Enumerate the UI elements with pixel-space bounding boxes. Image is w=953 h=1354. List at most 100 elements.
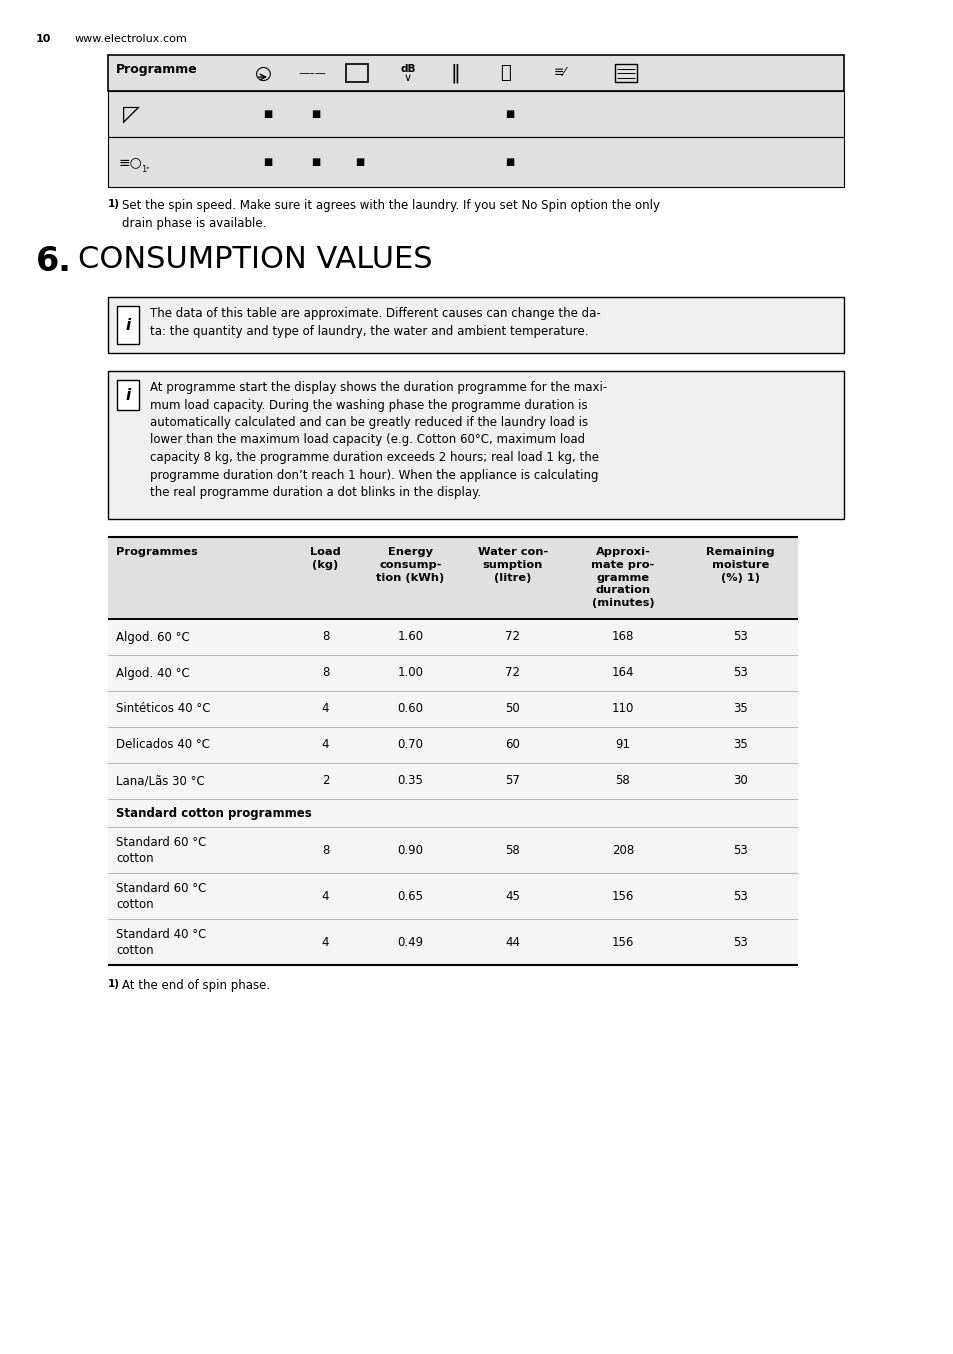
- Bar: [615, 64, 637, 83]
- Bar: [108, 91, 843, 137]
- Text: ■: ■: [311, 110, 320, 119]
- Text: Remaining
moisture
(%) 1): Remaining moisture (%) 1): [705, 547, 774, 582]
- Text: 0.35: 0.35: [397, 774, 423, 788]
- Text: 8: 8: [321, 631, 329, 643]
- Text: Standard 60 °C
cotton: Standard 60 °C cotton: [116, 881, 206, 910]
- Bar: [108, 919, 797, 965]
- Bar: [108, 873, 797, 919]
- Text: ‖: ‖: [450, 64, 459, 83]
- Text: ■: ■: [505, 110, 514, 119]
- Text: Lana/Lãs 30 °C: Lana/Lãs 30 °C: [116, 774, 205, 788]
- Text: 35: 35: [732, 738, 747, 751]
- Text: Algod. 60 °C: Algod. 60 °C: [116, 631, 190, 643]
- Text: 2: 2: [321, 774, 329, 788]
- Text: 168: 168: [611, 631, 634, 643]
- Text: 0.60: 0.60: [397, 703, 423, 715]
- Bar: [108, 827, 797, 873]
- Bar: [108, 691, 797, 727]
- Bar: [108, 619, 797, 655]
- Bar: [108, 799, 797, 827]
- Text: 60: 60: [505, 738, 520, 751]
- Text: —–—: —–—: [297, 68, 326, 79]
- Text: 4: 4: [321, 703, 329, 715]
- Text: 4: 4: [321, 738, 329, 751]
- Bar: [117, 380, 139, 410]
- Text: 6.: 6.: [36, 245, 71, 278]
- Bar: [108, 727, 797, 764]
- Text: 0.49: 0.49: [397, 936, 423, 949]
- Text: ■: ■: [355, 157, 364, 167]
- Text: 1): 1): [108, 979, 120, 988]
- Text: 58: 58: [615, 774, 630, 788]
- Text: 45: 45: [505, 890, 520, 903]
- Bar: [108, 538, 797, 619]
- Text: 164: 164: [611, 666, 634, 680]
- Text: dB: dB: [400, 64, 416, 74]
- Text: i: i: [125, 317, 131, 333]
- Bar: [108, 137, 843, 187]
- Text: 0.70: 0.70: [397, 738, 423, 751]
- Text: www.electrolux.com: www.electrolux.com: [75, 34, 188, 43]
- Text: 0.65: 0.65: [397, 890, 423, 903]
- Text: 1.00: 1.00: [397, 666, 423, 680]
- Text: Standard 60 °C
cotton: Standard 60 °C cotton: [116, 835, 206, 864]
- Text: At the end of spin phase.: At the end of spin phase.: [122, 979, 270, 992]
- Text: Approxi-
mate pro-
gramme
duration
(minutes): Approxi- mate pro- gramme duration (minu…: [591, 547, 654, 608]
- Text: 72: 72: [505, 631, 520, 643]
- Bar: [108, 297, 843, 353]
- Text: Sintéticos 40 °C: Sintéticos 40 °C: [116, 703, 211, 715]
- Text: Set the spin speed. Make sure it agrees with the laundry. If you set No Spin opt: Set the spin speed. Make sure it agrees …: [122, 199, 659, 230]
- Text: ⌛: ⌛: [500, 64, 511, 83]
- Text: Water con-
sumption
(litre): Water con- sumption (litre): [477, 547, 548, 582]
- Bar: [108, 371, 843, 519]
- Text: 156: 156: [611, 890, 634, 903]
- Text: 1): 1): [108, 199, 120, 209]
- Text: 30: 30: [732, 774, 747, 788]
- Text: 50: 50: [505, 703, 519, 715]
- Text: ≡⁄: ≡⁄: [553, 66, 566, 80]
- Text: 8: 8: [321, 844, 329, 857]
- Text: 1.60: 1.60: [397, 631, 423, 643]
- Text: i: i: [125, 387, 131, 402]
- Text: Standard 40 °C
cotton: Standard 40 °C cotton: [116, 927, 206, 956]
- Text: ○: ○: [254, 64, 272, 83]
- Text: 4: 4: [321, 890, 329, 903]
- Text: At programme start the display shows the duration programme for the maxi-
mum lo: At programme start the display shows the…: [150, 380, 607, 500]
- Text: 44: 44: [505, 936, 520, 949]
- Text: Algod. 40 °C: Algod. 40 °C: [116, 666, 190, 680]
- Text: Programme: Programme: [116, 64, 197, 76]
- Text: 57: 57: [505, 774, 520, 788]
- Text: 53: 53: [732, 890, 747, 903]
- Text: 8: 8: [321, 666, 329, 680]
- Text: 110: 110: [611, 703, 634, 715]
- Bar: [108, 764, 797, 799]
- Text: 156: 156: [611, 936, 634, 949]
- Text: 0.90: 0.90: [397, 844, 423, 857]
- Bar: [108, 56, 843, 91]
- Text: ≡○: ≡○: [118, 154, 142, 169]
- Text: 35: 35: [732, 703, 747, 715]
- Text: 4: 4: [321, 936, 329, 949]
- Text: ■: ■: [263, 157, 273, 167]
- Text: 72: 72: [505, 666, 520, 680]
- Text: 10: 10: [36, 34, 51, 43]
- Bar: [346, 64, 368, 83]
- Text: 91: 91: [615, 738, 630, 751]
- Text: ■: ■: [311, 157, 320, 167]
- Text: 53: 53: [732, 631, 747, 643]
- Text: 53: 53: [732, 844, 747, 857]
- Text: ◸: ◸: [123, 104, 140, 125]
- Text: Delicados 40 °C: Delicados 40 °C: [116, 738, 210, 751]
- Text: Programmes: Programmes: [116, 547, 197, 556]
- Text: ■: ■: [263, 110, 273, 119]
- Text: 53: 53: [732, 936, 747, 949]
- Text: Standard cotton programmes: Standard cotton programmes: [116, 807, 312, 819]
- Bar: [117, 306, 139, 344]
- Text: 1ᵉ: 1ᵉ: [140, 165, 150, 175]
- Text: ∨: ∨: [403, 73, 412, 83]
- Text: ■: ■: [505, 157, 514, 167]
- Text: Energy
consump-
tion (kWh): Energy consump- tion (kWh): [376, 547, 444, 582]
- Text: Load
(kg): Load (kg): [310, 547, 340, 570]
- Text: 53: 53: [732, 666, 747, 680]
- Text: The data of this table are approximate. Different causes can change the da-
ta: : The data of this table are approximate. …: [150, 307, 600, 337]
